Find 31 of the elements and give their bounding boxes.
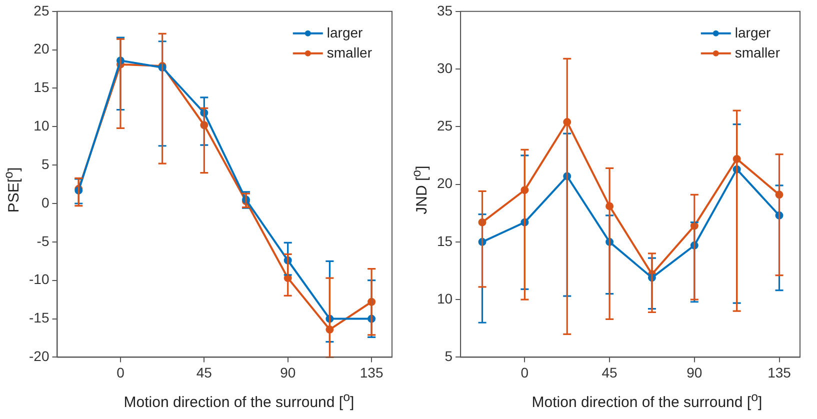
y-tick-label: 25 [34, 2, 50, 18]
y-tick-label: 35 [436, 2, 453, 18]
x-tick-label: 45 [602, 364, 618, 380]
x-tick-label: 90 [280, 364, 296, 380]
y-tick-label: 30 [436, 60, 453, 76]
y-tick-label: 15 [436, 232, 453, 249]
y-tick-label: -20 [29, 348, 50, 364]
x-tick-label: 0 [520, 364, 529, 380]
y-tick-label: 0 [41, 194, 50, 210]
legend-label: larger [734, 24, 772, 40]
y-tick-label: 5 [444, 348, 453, 364]
x-axis-title: Motion direction of the surround [$^{o}$] [530, 390, 764, 411]
y-tick-label: 20 [436, 175, 453, 192]
legend-label: larger [326, 24, 364, 40]
y-tick-label: 15 [34, 79, 50, 96]
x-tick-label: 135 [768, 364, 792, 380]
x-tick-label: 0 [116, 364, 125, 380]
x-tick-label: 90 [686, 364, 702, 380]
x-tick-label: 135 [360, 364, 384, 380]
y-tick-label: 25 [436, 118, 453, 134]
y-tick-label: 20 [34, 40, 50, 57]
x-axis-title: Motion direction of the surround [$^{o}$] [122, 390, 356, 411]
y-tick-label: -10 [29, 271, 50, 288]
x-tick-label: 45 [196, 364, 212, 380]
legend-label: smaller [734, 44, 780, 60]
legend-label: smaller [326, 44, 372, 60]
y-tick-label: 10 [436, 290, 453, 306]
y-tick-label: -15 [29, 310, 50, 326]
y-tick-label: 10 [34, 118, 50, 134]
y-tick-label: 5 [41, 156, 50, 172]
y-tick-label: -5 [36, 232, 50, 249]
